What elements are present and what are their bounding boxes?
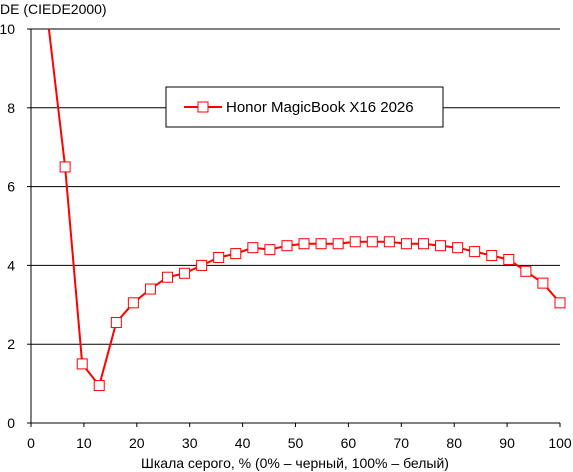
x-tick-label: 90: [499, 435, 515, 451]
x-tick-label: 70: [394, 435, 410, 451]
data-point: [366, 236, 378, 248]
data-point: [59, 161, 71, 173]
data-point: [144, 283, 156, 295]
data-point: [162, 271, 174, 283]
y-tick-label: 2: [7, 336, 15, 352]
y-tick-label: 4: [7, 257, 15, 273]
y-tick-label: 6: [7, 179, 15, 195]
data-point: [110, 317, 122, 329]
y-tick-label: 10: [0, 21, 15, 37]
data-point: [537, 277, 549, 289]
x-tick-label: 40: [235, 435, 251, 451]
x-tick-label: 50: [288, 435, 304, 451]
data-point: [435, 240, 447, 252]
data-point: [452, 242, 464, 254]
data-point: [281, 240, 293, 252]
data-point: [400, 238, 412, 250]
data-point: [179, 267, 191, 279]
data-point: [76, 358, 88, 370]
data-point: [554, 297, 566, 309]
data-point: [520, 265, 532, 277]
x-tick-label: 80: [446, 435, 462, 451]
data-point: [196, 259, 208, 271]
series-line: [47, 28, 561, 388]
data-point: [503, 253, 515, 265]
data-point: [349, 236, 361, 248]
y-tick-label: 8: [7, 100, 15, 116]
data-point: [469, 246, 481, 258]
data-point: [332, 238, 344, 250]
data-point: [298, 238, 310, 250]
y-axis-ticks: 0 2 4 6 8 10: [0, 21, 31, 431]
data-point: [247, 242, 259, 254]
data-point: [383, 236, 395, 248]
legend-label: Honor MagicBook X16 2026: [226, 99, 414, 116]
x-tick-label: 60: [341, 435, 357, 451]
legend-marker: [197, 101, 209, 113]
y-tick-label: 0: [7, 415, 15, 431]
y-axis-title: DE (CIEDE2000): [0, 1, 107, 17]
x-tick-label: 100: [548, 435, 572, 451]
x-axis-title: Шкала серого, % (0% – черный, 100% – бел…: [141, 455, 449, 471]
data-point: [230, 248, 242, 260]
data-point: [93, 380, 105, 392]
x-axis-ticks: 0 10 20 30 40 50 60 70 80 90 100: [27, 423, 572, 451]
data-point: [127, 297, 139, 309]
grid-lines: [30, 28, 560, 424]
data-point: [315, 238, 327, 250]
data-point: [486, 250, 498, 262]
series-honor-magicbook: [47, 28, 566, 392]
data-point: [213, 252, 225, 264]
data-point: [264, 244, 276, 256]
x-tick-label: 10: [76, 435, 92, 451]
x-tick-label: 30: [182, 435, 198, 451]
data-point: [417, 238, 429, 250]
x-tick-label: 0: [27, 435, 35, 451]
x-tick-label: 20: [129, 435, 145, 451]
legend: Honor MagicBook X16 2026: [165, 86, 444, 128]
